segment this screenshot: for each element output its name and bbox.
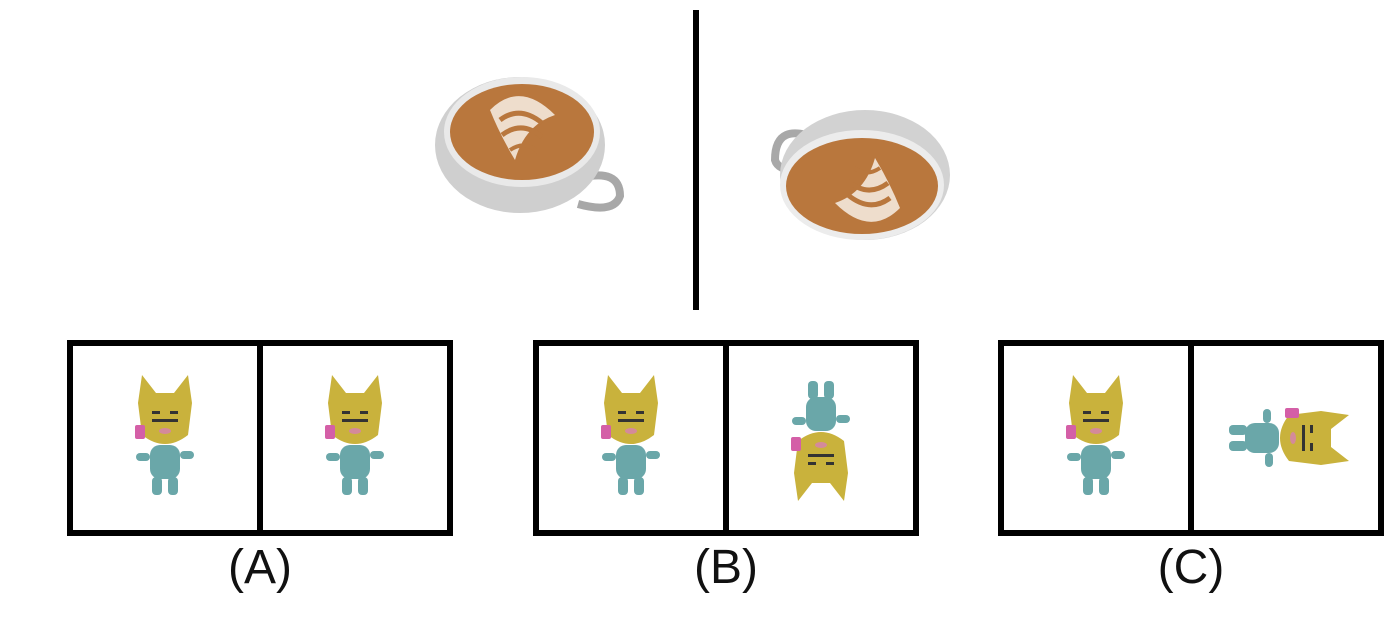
cat-figurine-icon (791, 381, 850, 501)
option-c-label: (C) (1157, 541, 1225, 594)
latte-cup-icon (435, 77, 625, 213)
option-b-panel-left (539, 346, 723, 530)
latte-cup-icon (770, 110, 950, 240)
latte-cup-left (430, 60, 640, 230)
cat-figurine-icon (135, 375, 194, 495)
cat-figurine-icon (325, 375, 384, 495)
option-a-panel-left (73, 346, 257, 530)
latte-cup-right (760, 90, 970, 260)
option-c[interactable]: (C) (998, 340, 1384, 594)
option-c-panel-right (1188, 346, 1378, 530)
option-a[interactable]: (A) (67, 340, 453, 594)
vertical-divider (693, 10, 699, 310)
cat-figurine-icon (1066, 375, 1125, 495)
option-a-frame (67, 340, 453, 536)
option-b[interactable]: (B) (533, 340, 919, 594)
option-b-panel-right (723, 346, 913, 530)
cat-figurine-icon (1229, 408, 1349, 467)
option-a-label: (A) (228, 541, 292, 594)
option-a-panel-right (257, 346, 447, 530)
option-b-frame (533, 340, 919, 536)
option-b-label: (B) (694, 541, 758, 594)
option-c-frame (998, 340, 1384, 536)
cat-figurine-icon (601, 375, 660, 495)
option-c-panel-left (1004, 346, 1188, 530)
